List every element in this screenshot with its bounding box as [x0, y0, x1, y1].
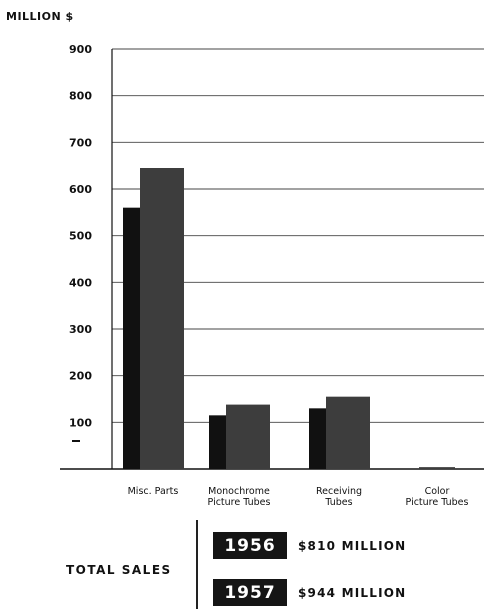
legend-total-1956: $810 MILLION	[298, 539, 407, 553]
x-category-label-2-1: Tubes	[324, 497, 352, 508]
y-tick-label-900: 900	[69, 43, 92, 56]
bar-1956-1	[209, 415, 226, 469]
bar-1957-3	[419, 467, 455, 469]
y-tick-label-200: 200	[69, 370, 92, 383]
x-category-label-1-1: Picture Tubes	[208, 497, 271, 508]
total-sales-legend: TOTAL SALES 1956 $810 MILLION 1957 $944 …	[0, 520, 488, 609]
y-tick-label-800: 800	[69, 90, 92, 103]
y-tick-label-400: 400	[69, 276, 92, 289]
y-tick-label-500: 500	[69, 230, 92, 243]
legend-year-1957: 1957	[213, 579, 287, 606]
legend-total-1957: $944 MILLION	[298, 586, 407, 600]
y-tick-label-700: 700	[69, 136, 92, 149]
x-category-label-1-0: Monochrome	[208, 486, 270, 497]
y-tick-label-300: 300	[69, 323, 92, 336]
bar-chart: 100 200 300 400 500 600 700 800 900 Misc. Parts Mo…	[60, 43, 484, 508]
bar-1957-0	[140, 168, 184, 469]
legend-divider	[196, 520, 198, 609]
y-tick-label-100: 100	[69, 416, 92, 429]
total-sales-label: TOTAL SALES	[66, 563, 172, 577]
x-category-label-0-0: Misc. Parts	[128, 486, 179, 497]
bar-1956-2	[309, 408, 326, 469]
bar-1956-0	[123, 207, 140, 469]
y-axis-unit-label: MILLION $	[6, 10, 74, 23]
x-category-label-2-0: Receiving	[316, 486, 362, 497]
bar-1957-1	[226, 404, 270, 469]
x-category-label-3-0: Color	[425, 486, 450, 497]
x-category-label-3-1: Picture Tubes	[406, 497, 469, 508]
legend-year-1956: 1956	[213, 532, 287, 559]
y-tick-label-600: 600	[69, 183, 92, 196]
bar-1957-2	[326, 396, 370, 469]
